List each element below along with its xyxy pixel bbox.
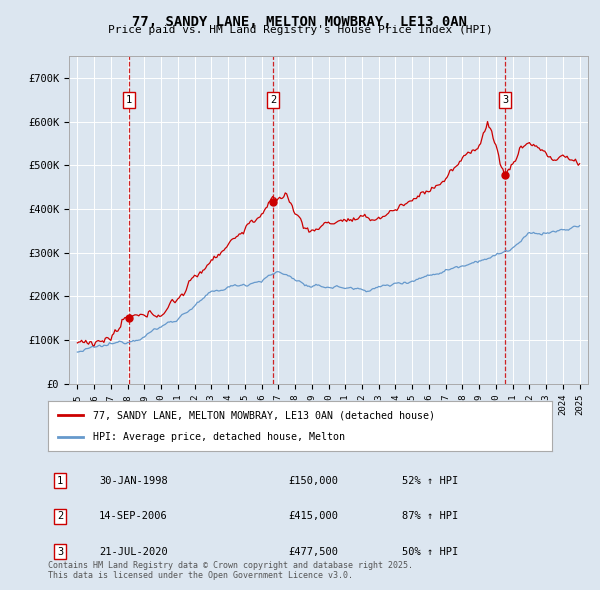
Text: 14-SEP-2006: 14-SEP-2006 <box>99 512 168 521</box>
Text: £477,500: £477,500 <box>288 547 338 556</box>
Text: 21-JUL-2020: 21-JUL-2020 <box>99 547 168 556</box>
Text: 1: 1 <box>126 95 132 105</box>
Text: 3: 3 <box>502 95 508 105</box>
Text: 77, SANDY LANE, MELTON MOWBRAY, LE13 0AN: 77, SANDY LANE, MELTON MOWBRAY, LE13 0AN <box>133 15 467 29</box>
Text: 87% ↑ HPI: 87% ↑ HPI <box>402 512 458 521</box>
Text: 77, SANDY LANE, MELTON MOWBRAY, LE13 0AN (detached house): 77, SANDY LANE, MELTON MOWBRAY, LE13 0AN… <box>94 410 436 420</box>
Text: HPI: Average price, detached house, Melton: HPI: Average price, detached house, Melt… <box>94 432 346 442</box>
Text: £415,000: £415,000 <box>288 512 338 521</box>
Text: 50% ↑ HPI: 50% ↑ HPI <box>402 547 458 556</box>
Text: £150,000: £150,000 <box>288 476 338 486</box>
Text: 2: 2 <box>57 512 63 521</box>
Text: Price paid vs. HM Land Registry's House Price Index (HPI): Price paid vs. HM Land Registry's House … <box>107 25 493 35</box>
Text: 2: 2 <box>270 95 277 105</box>
Text: 3: 3 <box>57 547 63 556</box>
Text: 52% ↑ HPI: 52% ↑ HPI <box>402 476 458 486</box>
Text: 1: 1 <box>57 476 63 486</box>
Text: Contains HM Land Registry data © Crown copyright and database right 2025.
This d: Contains HM Land Registry data © Crown c… <box>48 560 413 580</box>
Text: 30-JAN-1998: 30-JAN-1998 <box>99 476 168 486</box>
